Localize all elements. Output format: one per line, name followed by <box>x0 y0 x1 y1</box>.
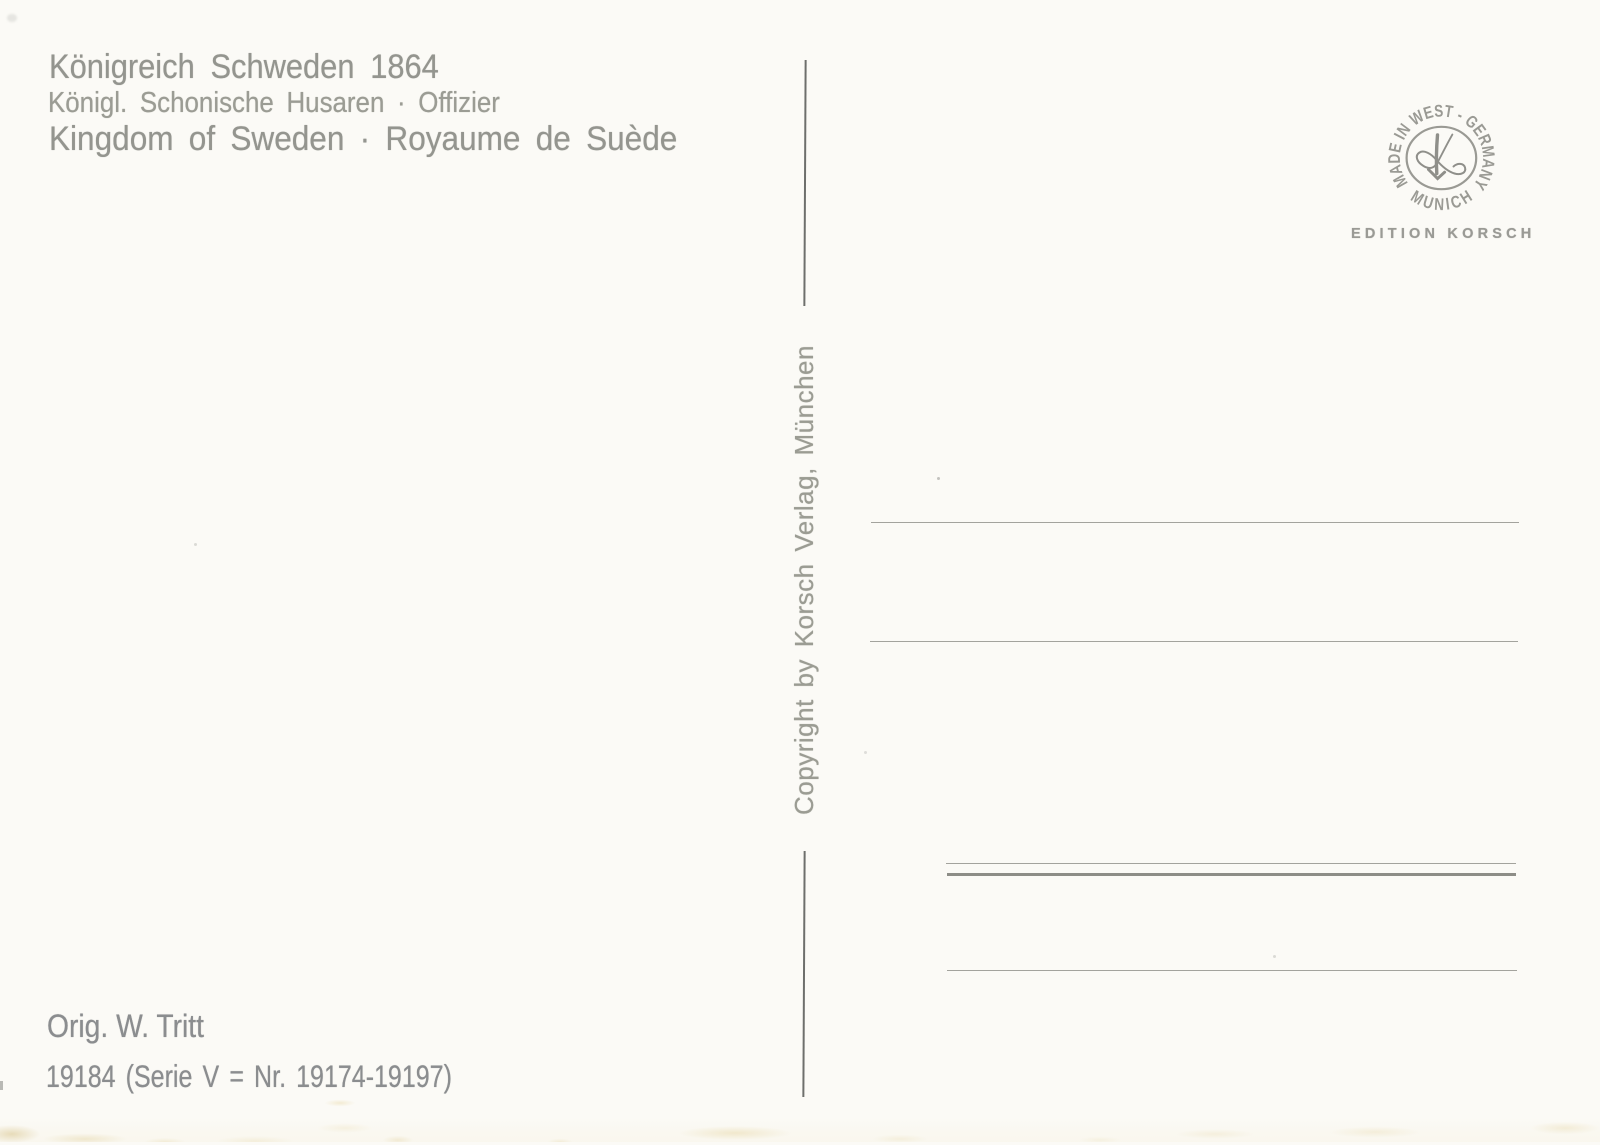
svg-text:-: - <box>1454 106 1466 125</box>
svg-text:N: N <box>1434 195 1445 214</box>
svg-text:I: I <box>1445 195 1451 214</box>
svg-text:M: M <box>1477 145 1497 159</box>
svg-text:D: D <box>1385 154 1404 164</box>
svg-text:I: I <box>1391 131 1409 143</box>
svg-text:A: A <box>1386 163 1407 177</box>
svg-text:E: E <box>1386 141 1406 154</box>
svg-text:T: T <box>1443 102 1455 122</box>
svg-text:S: S <box>1434 102 1444 121</box>
svg-text:A: A <box>1478 158 1498 170</box>
